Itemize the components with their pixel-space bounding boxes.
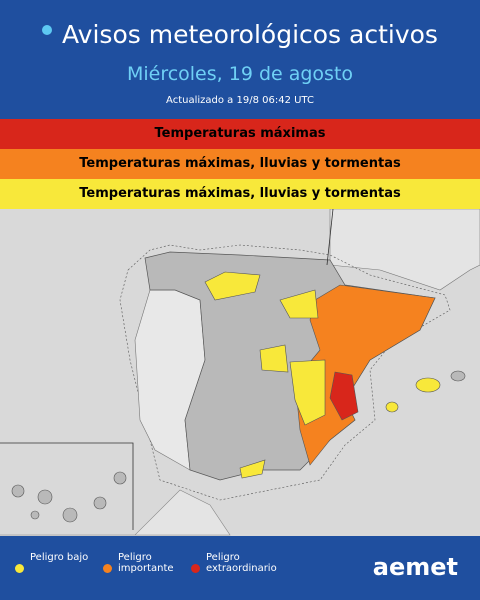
warning-band: Temperaturas máximas, lluvias y tormenta… xyxy=(0,179,480,209)
legend-item: Peligro importante xyxy=(103,552,181,574)
legend-label: Peligro bajo xyxy=(30,552,89,563)
warning-band: Temperaturas máximas xyxy=(0,119,480,149)
subtitle: Miércoles, 19 de agosto xyxy=(126,63,354,85)
legend-label: Peligro importante xyxy=(118,552,174,574)
warning-band: Temperaturas máximas, lluvias y tormenta… xyxy=(0,149,480,179)
updated: Actualizado a 19/8 06:42 UTC xyxy=(166,95,314,106)
legend-swatch xyxy=(15,564,24,573)
bands: Temperaturas máximas Temperaturas máximas… xyxy=(0,119,480,209)
legend: Peligro bajo Peligro importante Peligro ex… xyxy=(15,552,277,574)
title: Avisos meteorológicos activos xyxy=(62,20,438,49)
logo: aemet xyxy=(372,553,458,581)
legend-label: Peligro extraordinario xyxy=(206,552,277,574)
legend-swatch xyxy=(103,564,112,573)
map xyxy=(0,209,480,536)
legend-swatch xyxy=(191,564,200,573)
legend-item: Peligro extraordinario xyxy=(191,552,277,574)
legend-item: Peligro bajo xyxy=(15,552,93,574)
title-row: Avisos meteorológicos activos xyxy=(0,20,480,49)
bullet xyxy=(42,25,53,35)
